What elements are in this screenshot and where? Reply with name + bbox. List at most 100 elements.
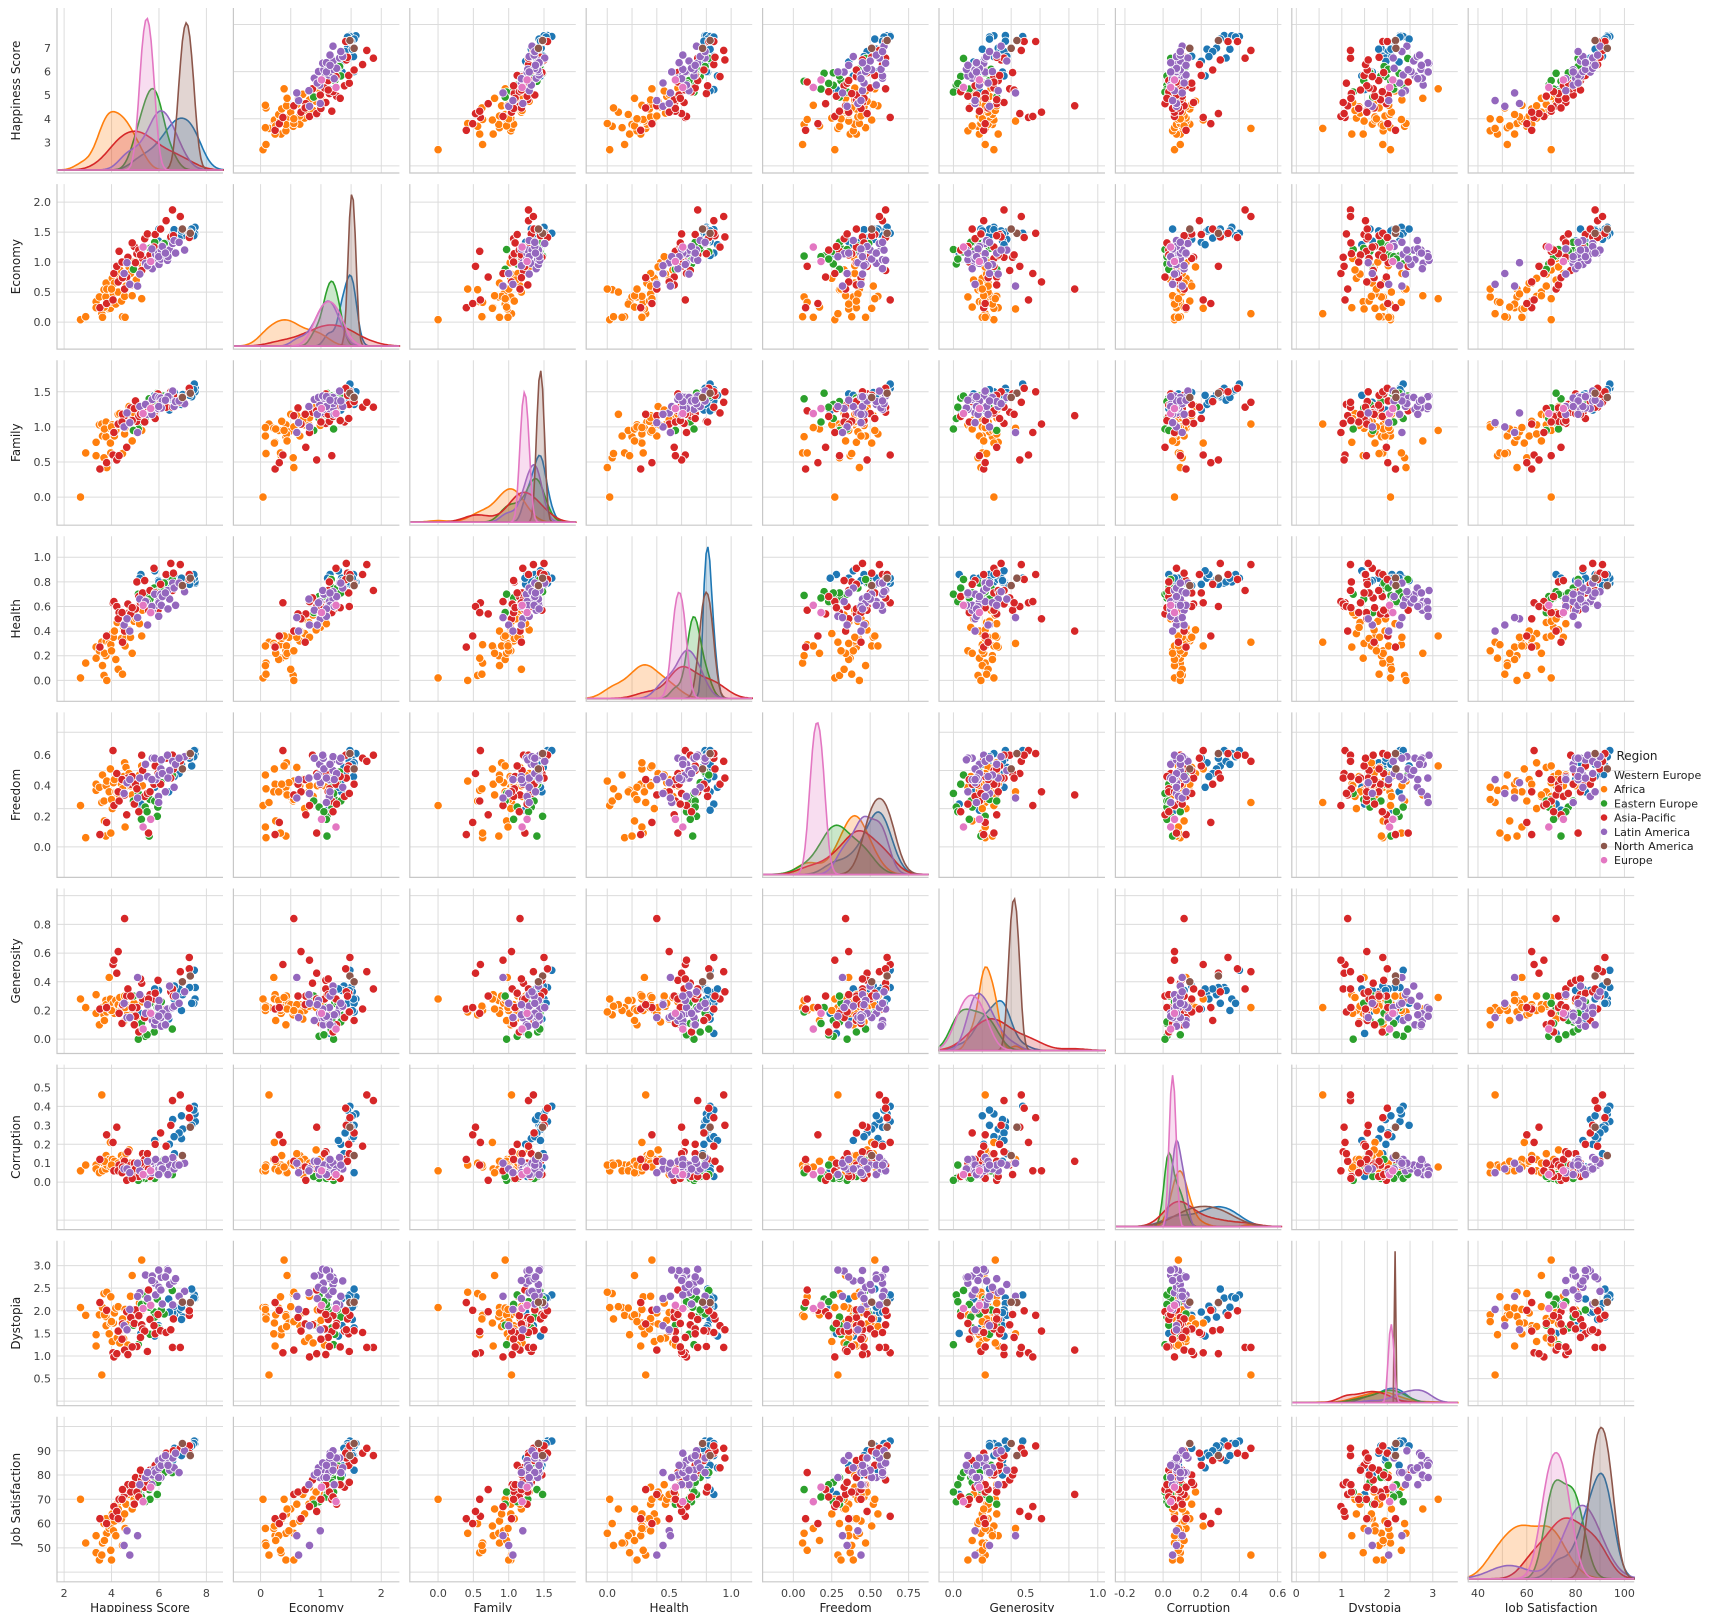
scatter-point (1031, 569, 1041, 580)
scatter-point (1246, 211, 1256, 222)
scatter-point (1546, 294, 1556, 304)
scatter-point (142, 229, 152, 239)
scatter-point (122, 408, 132, 418)
scatter-point (800, 125, 811, 135)
scatter-point (602, 462, 612, 473)
scatter-point (963, 292, 973, 302)
scatter-point (1031, 228, 1041, 238)
scatter-point (1396, 114, 1407, 125)
scatter-point (996, 558, 1006, 569)
scatter-point (1181, 417, 1191, 427)
scatter-point (1177, 612, 1187, 623)
axis-spine (232, 8, 400, 174)
scatter-point (885, 112, 895, 123)
scatter-point (1413, 601, 1423, 612)
scatter-point (142, 807, 152, 817)
scatter-point (808, 242, 818, 252)
scatter-point (963, 588, 973, 598)
scatter-point (1500, 669, 1510, 679)
scatter-point (1345, 211, 1356, 222)
scatter-point (501, 244, 512, 255)
scatter-point (992, 600, 1002, 610)
scatter-point (1580, 58, 1591, 68)
scatter-point (1175, 600, 1185, 610)
scatter-point (1568, 401, 1578, 412)
scatter-point (335, 93, 345, 103)
scatter-point (1558, 256, 1569, 267)
scatter-point (996, 399, 1006, 409)
y-tick-label: 0.0 (34, 674, 52, 687)
scatter-point (680, 259, 690, 270)
scatter-point (1403, 65, 1413, 75)
scatter-point (258, 492, 268, 502)
panel-health-vs-job-satisfaction (1467, 536, 1635, 702)
scatter-point (523, 280, 533, 290)
scatter-point (871, 600, 881, 610)
scatter-point (109, 427, 119, 438)
scatter-point (461, 642, 471, 652)
scatter-point (1175, 237, 1185, 247)
scatter-point (81, 312, 91, 322)
y-tick-label: 5 (44, 89, 51, 102)
scatter-point (1423, 611, 1433, 621)
scatter-point (862, 455, 872, 465)
scatter-point (994, 70, 1005, 81)
scatter-point (857, 252, 868, 262)
scatter-point (1318, 637, 1328, 647)
scatter-point (647, 425, 657, 435)
scatter-point (177, 580, 187, 591)
scatter-point (967, 121, 977, 131)
scatter-point (970, 96, 980, 106)
scatter-point (1374, 400, 1384, 410)
scatter-point (870, 34, 880, 44)
scatter-point (516, 637, 527, 647)
scatter-point (808, 600, 818, 610)
scatter-point (1370, 303, 1380, 313)
scatter-point (799, 394, 809, 404)
scatter-point (715, 242, 725, 252)
scatter-point (816, 84, 826, 94)
scatter-point (993, 129, 1003, 139)
scatter-point (345, 35, 355, 46)
scatter-point (1196, 579, 1206, 589)
scatter-point (349, 43, 359, 53)
scatter-point (331, 408, 341, 419)
scatter-point (1397, 632, 1407, 642)
scatter-point (1359, 116, 1369, 126)
scatter-point (1002, 594, 1012, 604)
scatter-point (1354, 607, 1364, 618)
scatter-point (1181, 60, 1191, 70)
scatter-point (1397, 88, 1407, 98)
scatter-point (996, 587, 1006, 597)
scatter-point (91, 451, 101, 461)
scatter-point (1006, 580, 1016, 591)
scatter-point (261, 139, 271, 150)
scatter-point (833, 401, 843, 412)
scatter-point (1240, 205, 1250, 215)
scatter-point (512, 229, 522, 240)
scatter-point (483, 99, 493, 109)
scatter-point (119, 268, 129, 279)
scatter-point (1561, 244, 1571, 254)
scatter-point (108, 295, 118, 305)
scatter-point (1418, 648, 1428, 658)
scatter-point (468, 631, 478, 641)
scatter-point (127, 238, 137, 248)
panel-family-vs-job-satisfaction (1467, 360, 1635, 526)
scatter-point (1198, 112, 1208, 123)
scatter-point (517, 82, 527, 93)
scatter-point (967, 302, 977, 312)
scatter-point (1575, 594, 1586, 604)
scatter-point (1346, 238, 1356, 248)
scatter-point (1539, 268, 1549, 279)
scatter-point (1173, 312, 1184, 322)
scatter-point (1383, 298, 1393, 309)
scatter-point (1190, 262, 1201, 272)
scatter-point (1568, 611, 1578, 621)
scatter-point (980, 119, 990, 129)
scatter-point (1181, 464, 1191, 474)
scatter-point (1225, 44, 1235, 54)
scatter-point (477, 312, 487, 322)
scatter-point (860, 312, 871, 322)
